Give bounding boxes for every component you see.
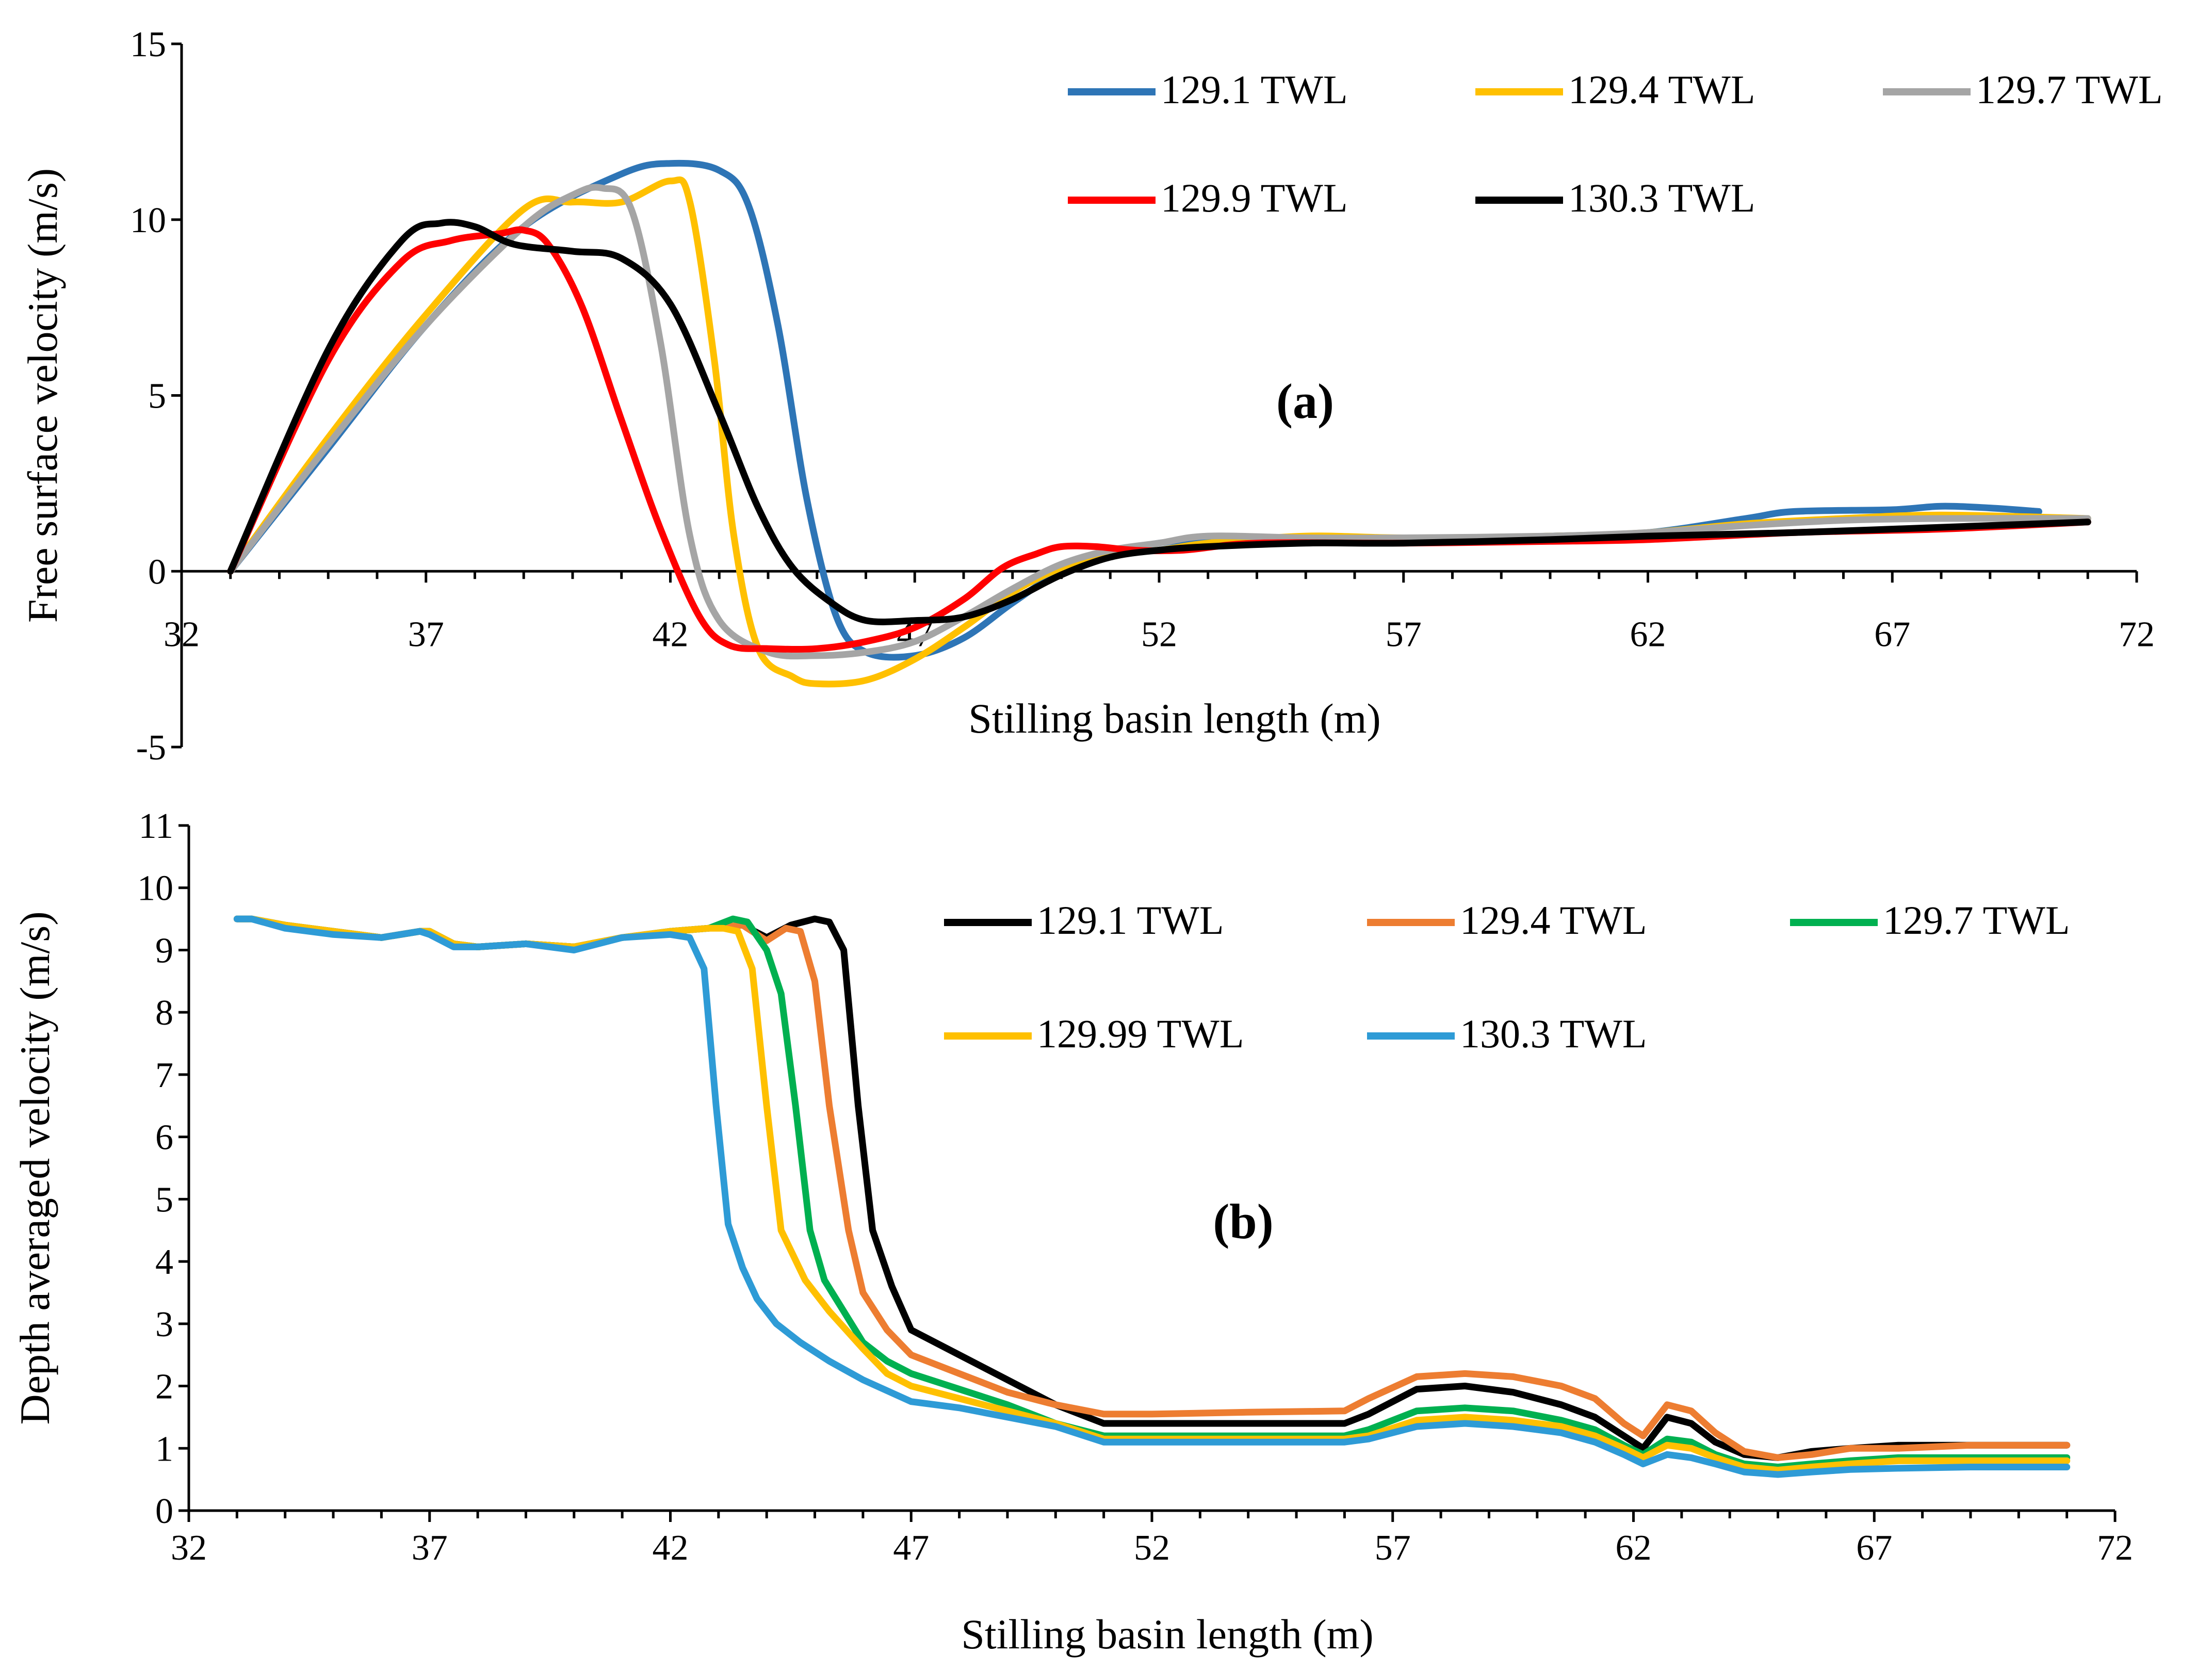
x-axis-title: Stilling basin length (m) xyxy=(968,695,1380,742)
y-tick-label: 0 xyxy=(148,552,166,592)
x-tick-label: 67 xyxy=(1874,614,1910,654)
x-tick-label: 57 xyxy=(1386,614,1422,654)
x-tick-label: 52 xyxy=(1134,1528,1170,1568)
legend-label: 129.7 TWL xyxy=(1976,67,2163,112)
x-tick-label: 37 xyxy=(412,1528,448,1568)
y-tick-label: 2 xyxy=(155,1367,173,1407)
x-tick-label: 62 xyxy=(1630,614,1666,654)
y-tick-label: 1 xyxy=(155,1429,173,1469)
x-tick-label: 37 xyxy=(408,614,444,654)
series-line-130-3-twl xyxy=(227,219,2091,625)
x-tick-label: 67 xyxy=(1856,1528,1892,1568)
x-tick-label: 72 xyxy=(2097,1528,2133,1568)
x-tick-label: 32 xyxy=(171,1528,207,1568)
y-tick-label: 7 xyxy=(155,1056,173,1095)
series-line-129-7-twl xyxy=(233,915,2071,1470)
panel-label: (a) xyxy=(1276,374,1334,429)
series-line-129-4-twl xyxy=(227,176,2091,688)
y-axis-title: Depth averaged velocity (m/s) xyxy=(11,911,58,1424)
x-tick-label: 52 xyxy=(1141,614,1177,654)
legend-label: 130.3 TWL xyxy=(1568,175,1755,220)
y-tick-label: 5 xyxy=(148,377,166,416)
series-line-129-99-twl xyxy=(233,915,2071,1473)
x-axis-title: Stilling basin length (m) xyxy=(961,1611,1373,1658)
y-tick-label: 3 xyxy=(155,1305,173,1344)
x-tick-label: 62 xyxy=(1616,1528,1652,1568)
legend-label: 129.4 TWL xyxy=(1460,898,1647,943)
x-tick-label: 42 xyxy=(653,614,689,654)
legend-label: 129.4 TWL xyxy=(1568,67,1755,112)
x-tick-label: 57 xyxy=(1375,1528,1411,1568)
y-tick-label: 0 xyxy=(155,1492,173,1531)
y-tick-label: 6 xyxy=(155,1118,173,1158)
panel-label: (b) xyxy=(1213,1194,1273,1249)
legend: 129.1 TWL 129.4 TWL 129.7 TWL 129.99 TWL 130… xyxy=(944,898,2070,1056)
x-tick-label: 72 xyxy=(2119,614,2155,654)
y-tick-label: 11 xyxy=(139,806,173,846)
y-tick-label: 10 xyxy=(137,869,173,909)
legend-label: 129.1 TWL xyxy=(1037,898,1224,943)
y-tick-label: 9 xyxy=(155,931,173,970)
legend-label: 129.99 TWL xyxy=(1037,1011,1244,1056)
series-line-130-3-twl xyxy=(233,915,2071,1478)
y-tick-label: 10 xyxy=(130,201,166,240)
legend: 129.1 TWL 129.4 TWL 129.7 TWL 129.9 TWL 130.… xyxy=(1068,67,2163,220)
y-tick-label: 8 xyxy=(155,993,173,1033)
x-tick-label: 32 xyxy=(164,614,200,654)
series-line-129-9-twl xyxy=(227,226,2091,653)
series-line-129-1-twl xyxy=(233,915,2071,1461)
series-line-129-7-twl xyxy=(227,184,2091,660)
y-tick-label: 4 xyxy=(155,1242,173,1282)
y-axis-title: Free surface velocity (m/s) xyxy=(19,168,66,623)
y-tick-label: 15 xyxy=(130,25,166,64)
legend-label: 130.3 TWL xyxy=(1460,1011,1647,1056)
y-tick-label: 5 xyxy=(155,1180,173,1220)
legend-label: 129.9 TWL xyxy=(1161,175,1348,220)
x-tick-label: 42 xyxy=(653,1528,689,1568)
y-tick-label: -5 xyxy=(136,728,166,768)
series-line-129-4-twl xyxy=(233,915,2071,1461)
legend-label: 129.7 TWL xyxy=(1883,898,2070,943)
x-tick-label: 47 xyxy=(893,1528,929,1568)
legend-label: 129.1 TWL xyxy=(1161,67,1348,112)
